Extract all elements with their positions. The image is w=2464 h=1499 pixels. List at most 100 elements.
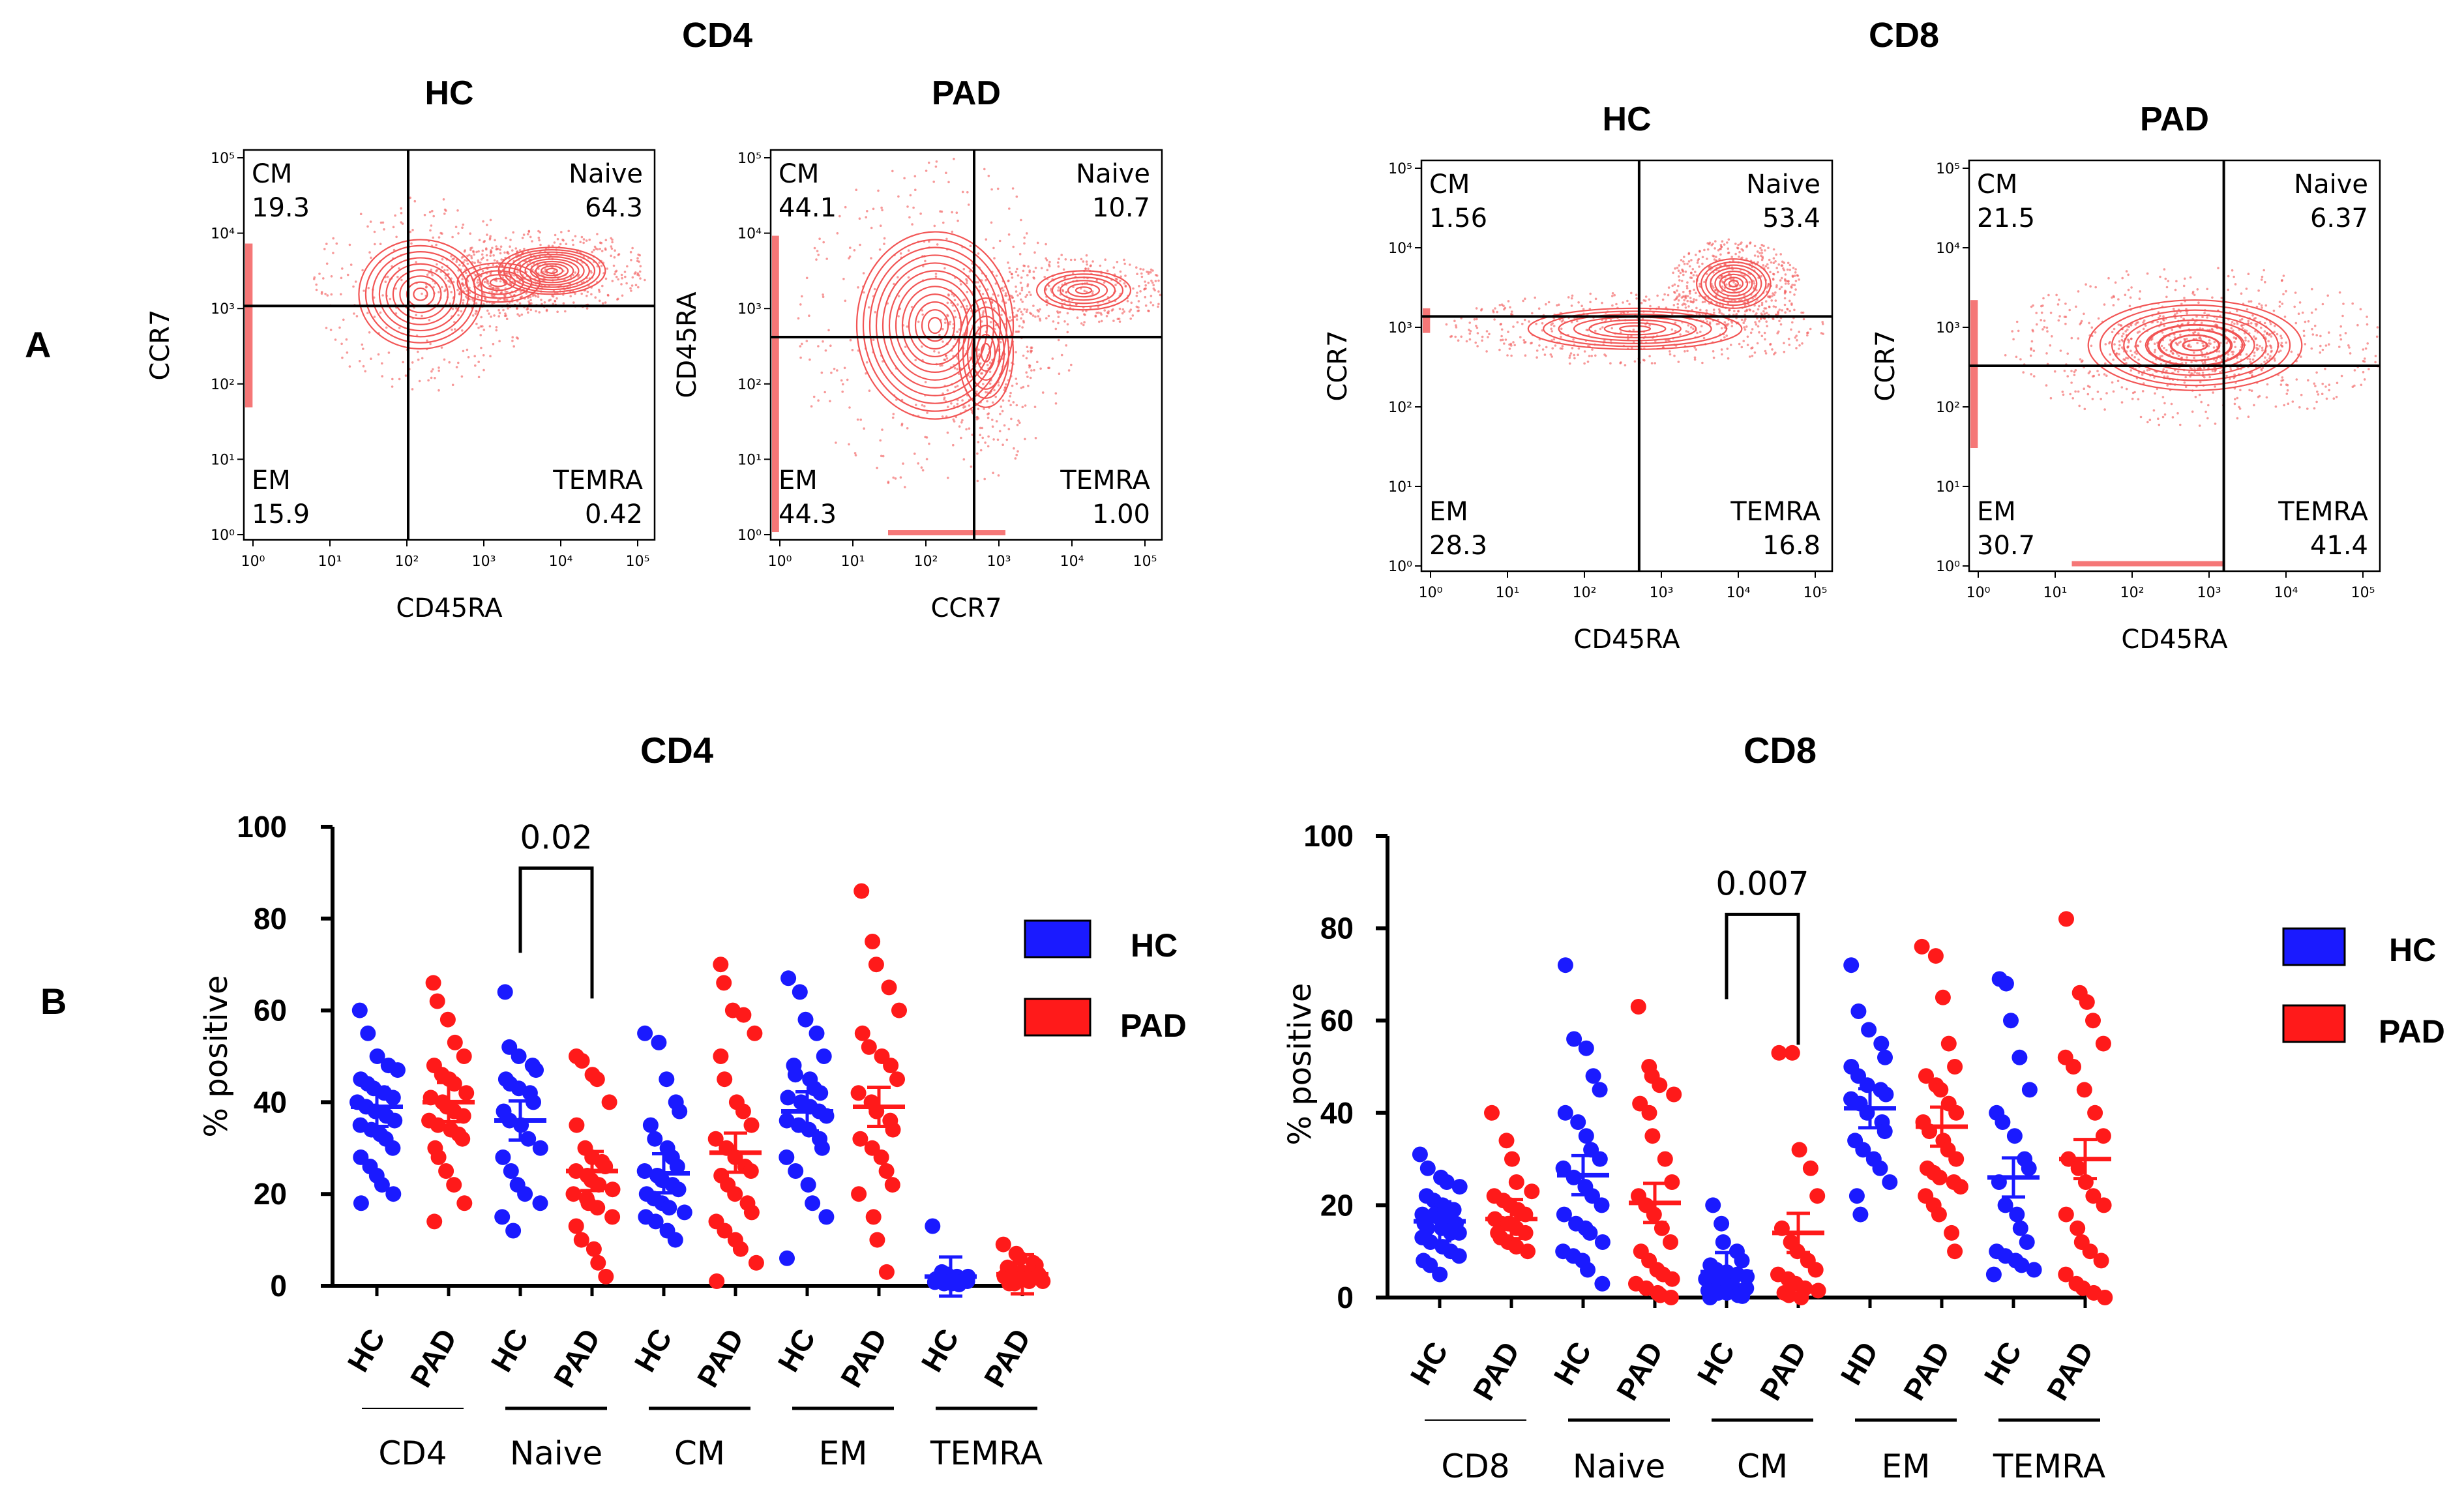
data-point (713, 957, 729, 973)
event-dot (2300, 393, 2303, 396)
event-dot (1613, 293, 1616, 297)
data-point (779, 1250, 795, 1266)
event-dot (2045, 384, 2048, 387)
data-point (374, 1177, 390, 1193)
data-point (642, 1117, 659, 1133)
event-dot (855, 188, 857, 192)
event-dot (1599, 327, 1602, 331)
event-dot (2070, 370, 2073, 372)
event-dot (410, 242, 413, 245)
event-dot (512, 345, 515, 348)
event-dot (1758, 320, 1760, 323)
quadrant-value-em: 15.9 (252, 499, 310, 529)
event-dot (1043, 276, 1046, 278)
event-dot (1130, 301, 1133, 304)
event-dot (2161, 415, 2165, 419)
event-dot (1622, 301, 1624, 304)
event-dot (411, 388, 414, 391)
event-dot (1147, 282, 1150, 284)
event-dot (1523, 318, 1526, 321)
event-dot (1719, 253, 1722, 256)
event-dot (400, 207, 402, 210)
event-dot (2339, 334, 2342, 336)
event-dot (1762, 310, 1765, 313)
event-dot (1015, 290, 1018, 293)
data-point (565, 1186, 582, 1202)
event-dot (475, 302, 478, 304)
event-dot (2162, 368, 2165, 371)
event-dot (993, 257, 996, 260)
event-dot (509, 239, 512, 241)
data-point (1998, 975, 2014, 992)
event-dot (2211, 329, 2214, 331)
event-dot (904, 346, 907, 348)
event-dot (1768, 306, 1771, 308)
event-dot (444, 276, 447, 280)
contour-ring (399, 275, 442, 314)
event-dot (1672, 304, 1676, 306)
event-dot (2199, 381, 2202, 383)
event-dot (1037, 315, 1040, 318)
event-dot (1037, 310, 1040, 313)
event-dot (436, 263, 438, 266)
event-dot (1768, 258, 1771, 261)
contour-ring (2135, 319, 2255, 372)
event-dot (977, 355, 980, 358)
event-dot (1154, 280, 1157, 282)
event-dot (1057, 316, 1060, 318)
event-dot (2247, 340, 2250, 343)
event-dot (2090, 326, 2094, 329)
event-dot (2310, 311, 2313, 314)
event-dot (1685, 285, 1689, 288)
event-dot (2281, 279, 2283, 282)
y-tick-label: 10⁵ (211, 151, 235, 167)
event-dot (1551, 347, 1554, 349)
data-point (532, 1140, 548, 1156)
event-dot (2049, 312, 2053, 314)
quadrant-value-cm: 44.1 (779, 193, 837, 223)
event-dot (2208, 376, 2211, 379)
flow-plot-title: PAD (2140, 100, 2209, 138)
data-point (873, 1149, 889, 1165)
event-dot (1017, 330, 1020, 333)
event-dot (2217, 267, 2219, 270)
event-dot (945, 171, 947, 175)
event-dot (1007, 233, 1011, 236)
event-dot (2244, 336, 2247, 339)
event-dot (1493, 318, 1496, 321)
event-dot (322, 277, 325, 280)
event-dot (486, 281, 488, 284)
event-dot (1150, 271, 1152, 274)
event-dot (2206, 288, 2208, 291)
event-dot (1763, 312, 1766, 316)
event-dot (1140, 275, 1144, 278)
event-dot (359, 213, 363, 216)
event-dot (2258, 303, 2261, 305)
event-dot (1793, 284, 1796, 287)
event-dot (1624, 364, 1627, 366)
event-dot (2159, 275, 2161, 278)
contour-ring (481, 274, 516, 291)
event-dot (1789, 269, 1792, 271)
event-dot (1541, 322, 1544, 325)
event-dot (421, 314, 423, 318)
data-point (1877, 1123, 1893, 1140)
event-dot (2130, 286, 2133, 289)
event-dot (564, 310, 567, 313)
event-dot (1140, 272, 1143, 275)
event-dot (975, 390, 978, 393)
event-dot (1724, 263, 1727, 266)
event-dot (2230, 327, 2233, 330)
contour-ring (1588, 319, 1682, 338)
event-dot (1730, 321, 1734, 324)
event-dot (988, 361, 992, 364)
event-dot (529, 235, 532, 239)
data-point (2058, 1206, 2074, 1223)
data-point (1878, 1086, 1894, 1103)
event-dot (1669, 353, 1672, 356)
event-dot (992, 293, 995, 296)
event-dot (1085, 254, 1088, 257)
event-dot (1704, 300, 1706, 303)
event-dot (1713, 258, 1716, 261)
event-dot (485, 248, 488, 251)
